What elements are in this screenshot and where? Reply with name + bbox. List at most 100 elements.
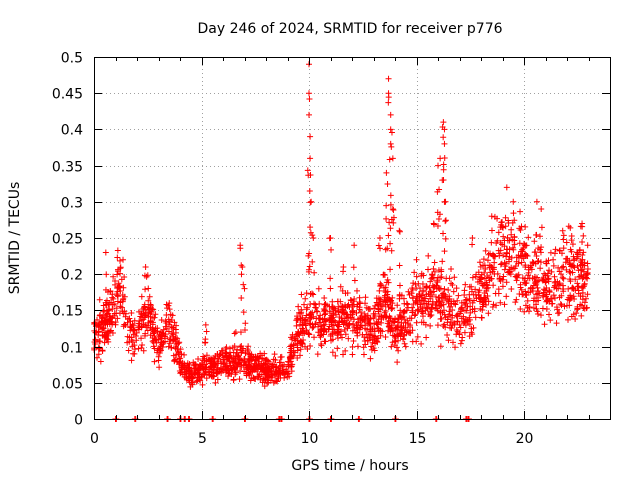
data-point — [569, 284, 576, 291]
data-point — [563, 302, 570, 309]
data-point — [210, 369, 217, 376]
data-point — [568, 237, 575, 244]
data-point — [394, 331, 401, 338]
data-point — [99, 332, 106, 339]
data-point — [567, 261, 574, 268]
data-point — [442, 217, 449, 224]
data-point — [307, 171, 314, 178]
data-point — [350, 264, 357, 271]
data-point — [451, 274, 458, 281]
data-point — [253, 354, 260, 361]
data-point — [105, 338, 112, 345]
data-point — [405, 320, 412, 327]
data-point — [437, 274, 444, 281]
data-point — [242, 320, 249, 327]
data-point — [429, 282, 436, 289]
data-point — [122, 310, 129, 317]
data-point — [177, 346, 184, 353]
data-point — [110, 295, 117, 302]
data-point — [551, 250, 558, 257]
data-point — [138, 345, 145, 352]
data-point — [200, 365, 207, 372]
data-point — [440, 176, 447, 183]
data-point — [290, 342, 297, 349]
data-point — [501, 237, 508, 244]
data-point — [137, 313, 144, 320]
data-point — [513, 296, 520, 303]
data-point — [309, 232, 316, 239]
data-point — [506, 258, 513, 265]
data-point — [185, 364, 192, 371]
data-point — [396, 262, 403, 269]
data-point — [138, 324, 145, 331]
data-point — [473, 271, 480, 278]
data-point — [114, 271, 121, 278]
data-point — [95, 351, 102, 358]
data-point — [381, 312, 388, 319]
data-point — [234, 362, 241, 369]
data-point — [311, 334, 318, 341]
data-point — [441, 248, 448, 255]
data-point — [254, 374, 261, 381]
data-point — [384, 301, 391, 308]
data-point — [501, 266, 508, 273]
data-point — [546, 287, 553, 294]
data-point — [400, 295, 407, 302]
data-point — [574, 283, 581, 290]
data-point — [495, 229, 502, 236]
data-point — [365, 330, 372, 337]
data-point — [144, 327, 151, 334]
data-point — [481, 290, 488, 297]
data-point — [106, 300, 113, 307]
data-point — [103, 301, 110, 308]
data-point — [555, 264, 562, 271]
data-point — [306, 187, 313, 194]
y-tick-label: 0 — [74, 413, 83, 429]
data-point — [239, 263, 246, 270]
data-point — [482, 294, 489, 301]
data-point — [394, 359, 401, 366]
data-point — [99, 347, 106, 354]
data-point — [453, 326, 460, 333]
data-point — [351, 242, 358, 249]
y-tick-label: 0.2 — [61, 268, 83, 284]
data-point — [109, 294, 116, 301]
data-point — [545, 311, 552, 318]
data-point — [111, 277, 118, 284]
data-point — [440, 230, 447, 237]
data-point — [162, 338, 169, 345]
data-point — [578, 266, 585, 273]
data-point — [574, 263, 581, 270]
data-point — [201, 355, 208, 362]
data-point — [560, 285, 567, 292]
data-point — [428, 275, 435, 282]
data-point — [301, 317, 308, 324]
data-point — [411, 269, 418, 276]
data-point — [541, 321, 548, 328]
data-point — [231, 343, 238, 350]
data-point — [501, 301, 508, 308]
data-point — [427, 313, 434, 320]
data-point — [120, 323, 127, 330]
data-point — [565, 223, 572, 230]
data-point — [252, 362, 259, 369]
data-point — [307, 199, 314, 206]
data-point — [428, 304, 435, 311]
data-point — [146, 293, 153, 300]
data-point — [495, 247, 502, 254]
data-point — [580, 232, 587, 239]
data-point — [469, 235, 476, 241]
data-point — [513, 258, 520, 265]
data-point — [582, 295, 589, 302]
data-point — [281, 361, 288, 368]
data-point — [388, 247, 395, 254]
data-point — [106, 321, 113, 328]
data-point — [431, 221, 438, 228]
data-point — [308, 198, 315, 205]
data-point — [154, 325, 161, 332]
data-point — [566, 257, 573, 264]
data-point — [532, 248, 539, 255]
data-point — [295, 329, 302, 336]
data-point — [577, 301, 584, 308]
data-point — [316, 300, 323, 307]
